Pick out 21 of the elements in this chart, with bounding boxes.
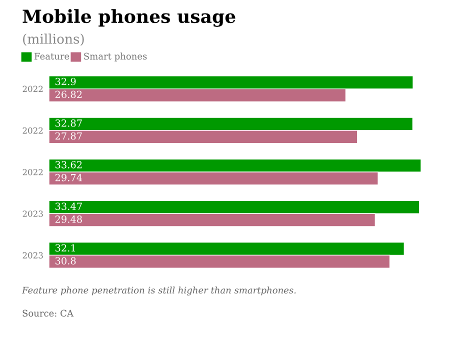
data-label: 32.9 <box>55 78 76 86</box>
data-label: 33.47 <box>55 202 82 210</box>
data-label: 32.1 <box>55 244 76 252</box>
data-label: 30.8 <box>55 257 76 264</box>
data-label: 29.48 <box>55 216 82 223</box>
y-tick-label: 2022 <box>22 168 43 176</box>
chart-subtitle: (millions) <box>23 34 84 46</box>
legend-label: Smart phones <box>84 52 147 62</box>
data-label: 32.87 <box>55 119 82 127</box>
legend-label: Feature <box>34 52 70 60</box>
y-tick-label: 2022 <box>22 127 43 134</box>
chart-title: Mobile phones usage <box>22 9 236 27</box>
text: Feature phone penetration is still higher than smartphones. <box>22 286 296 296</box>
y-tick-label: 2023 <box>22 252 43 258</box>
y-tick-label: 2022 <box>22 86 43 92</box>
y-tick-label: 2023 <box>22 210 43 217</box>
data-label: 27.87 <box>55 132 82 140</box>
data-label: 33.62 <box>55 161 82 168</box>
source-note: Source: CA <box>22 310 74 317</box>
data-label: 26.82 <box>55 90 82 98</box>
data-label: 29.74 <box>55 174 82 182</box>
